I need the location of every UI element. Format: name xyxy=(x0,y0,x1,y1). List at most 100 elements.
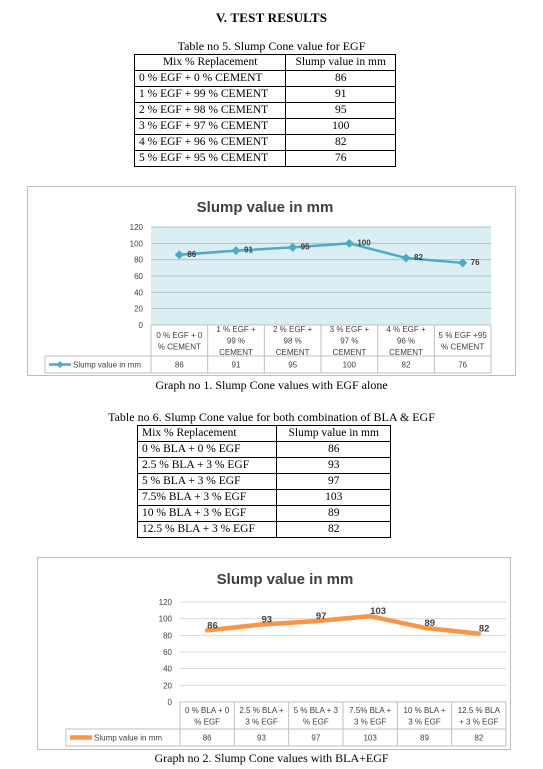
data-label: 93 xyxy=(262,615,273,626)
y-tick-label: 0 xyxy=(168,698,173,707)
data-label: 82 xyxy=(414,253,423,262)
table1: Mix % Replacement Slump value in mm 0 % … xyxy=(133,54,396,167)
y-tick-label: 120 xyxy=(159,598,173,607)
table-row: 4 % EGF + 96 % CEMENT 82 xyxy=(133,134,396,151)
table-row: 3 % EGF + 97 % CEMENT 100 xyxy=(133,118,396,135)
x-category-label: 7.5% BLA +3 % EGF xyxy=(349,706,391,727)
x-category-label: 0 % EGF + 0% CEMENT xyxy=(156,331,203,352)
slump-cell: 95 xyxy=(285,102,396,119)
table-value: 93 xyxy=(257,734,266,743)
series-line xyxy=(204,613,482,636)
table-row: 0 % BLA + 0 % EGF 86 xyxy=(136,441,391,458)
y-tick-label: 40 xyxy=(134,288,143,297)
data-label: 100 xyxy=(357,238,371,247)
x-category-label: 12.5 % BLA + 3 % EGF xyxy=(458,706,501,727)
y-tick-label: 120 xyxy=(130,223,144,232)
data-label: 86 xyxy=(187,250,196,259)
table-row: 5 % BLA + 3 % EGF 97 xyxy=(136,473,391,490)
data-point xyxy=(231,246,241,256)
data-point xyxy=(174,250,184,260)
data-point xyxy=(344,238,354,248)
graph1-caption: Graph no 1. Slump Cone values with EGF a… xyxy=(155,378,388,392)
table-value: 89 xyxy=(420,734,429,743)
table2-header-slump: Slump value in mm xyxy=(276,425,391,442)
table-row: 7.5% BLA + 3 % EGF 103 xyxy=(136,489,391,506)
y-tick-label: 20 xyxy=(163,681,172,690)
data-label: 76 xyxy=(471,258,480,267)
slump-cell: 86 xyxy=(285,70,396,87)
table-value: 97 xyxy=(311,734,320,743)
data-label: 103 xyxy=(370,606,386,617)
legend-series-name: Slump value in mm xyxy=(73,361,141,370)
x-category-label: 1 % EGF +99 % CEMENT xyxy=(216,325,256,357)
x-category-label: 5 % BLA + 3% EGF xyxy=(294,706,339,727)
table1-header-mix: Mix % Replacement xyxy=(133,54,287,71)
slump-cell: 103 xyxy=(276,489,391,506)
graph2-caption: Graph no 2. Slump Cone values with BLA+E… xyxy=(154,751,389,765)
mix-cell: 3 % EGF + 97 % CEMENT xyxy=(133,118,287,135)
table-value: 76 xyxy=(458,361,467,370)
data-label: 89 xyxy=(425,618,436,629)
slump-cell: 97 xyxy=(276,473,391,490)
table2-header-row: Mix % Replacement Slump value in mm xyxy=(136,425,391,442)
data-label: 97 xyxy=(316,611,327,622)
table-value: 95 xyxy=(288,361,297,370)
y-tick-label: 80 xyxy=(134,256,143,265)
graph1-svg: Slump value in mm 0 20 40 60 80 100 120 0 % EGF … xyxy=(44,199,492,374)
mix-cell: 2 % EGF + 98 % CEMENT xyxy=(133,102,287,119)
data-label: 95 xyxy=(301,242,310,251)
mix-cell: 7.5% BLA + 3 % EGF xyxy=(136,489,278,506)
data-point xyxy=(288,242,298,252)
y-tick-label: 60 xyxy=(134,272,143,281)
mix-cell: 4 % EGF + 96 % CEMENT xyxy=(133,134,287,151)
data-point xyxy=(458,258,468,268)
data-label: 86 xyxy=(207,620,218,631)
mix-cell: 5 % BLA + 3 % EGF xyxy=(136,473,278,490)
y-tick-label: 100 xyxy=(130,239,144,248)
slump-cell: 93 xyxy=(276,457,391,474)
slump-cell: 82 xyxy=(276,521,391,538)
table-row: 5 % EGF + 95 % CEMENT 76 xyxy=(133,150,396,167)
y-tick-label: 20 xyxy=(134,305,143,314)
slump-cell: 86 xyxy=(276,441,391,458)
y-tick-label: 80 xyxy=(163,631,172,640)
table-row: 10 % BLA + 3 % EGF 89 xyxy=(136,505,391,522)
data-label: 82 xyxy=(479,624,490,635)
mix-cell: 0 % EGF + 0 % CEMENT xyxy=(133,70,287,87)
slump-cell: 91 xyxy=(285,86,396,103)
table-row: 12.5 % BLA + 3 % EGF 82 xyxy=(136,521,391,538)
mix-cell: 12.5 % BLA + 3 % EGF xyxy=(136,521,278,538)
x-category-label: 10 % BLA +3 % EGF xyxy=(403,706,445,727)
x-category-label: 4 % EGF +96 % CEMENT xyxy=(386,325,426,357)
mix-cell: 1 % EGF + 99 % CEMENT xyxy=(133,86,287,103)
table-row: 2 % EGF + 98 % CEMENT 95 xyxy=(133,102,396,119)
mix-cell: 2.5 % BLA + 3 % EGF xyxy=(136,457,278,474)
x-category-label: 2.5 % BLA +3 % EGF xyxy=(239,706,284,727)
table-value: 86 xyxy=(203,734,212,743)
slump-cell: 89 xyxy=(276,505,391,522)
x-category-label: 5 % EGF +95% CEMENT xyxy=(439,331,488,352)
table-value: 82 xyxy=(402,361,411,370)
table2-caption: Table no 6. Slump Cone value for both co… xyxy=(108,410,435,424)
table1-header-row: Mix % Replacement Slump value in mm xyxy=(133,54,396,71)
x-category-label: 0 % BLA + 0% EGF xyxy=(185,706,230,727)
mix-cell: 0 % BLA + 0 % EGF xyxy=(136,441,278,458)
y-tick-label: 40 xyxy=(163,665,172,674)
y-tick-label: 0 xyxy=(139,321,144,330)
x-category-label: 3 % EGF +97 % CEMENT xyxy=(330,325,370,357)
table1-header-slump: Slump value in mm xyxy=(285,54,396,71)
table-value: 82 xyxy=(474,734,483,743)
table-row: 1 % EGF + 99 % CEMENT 91 xyxy=(133,86,396,103)
data-point xyxy=(401,253,411,263)
table-row: 0 % EGF + 0 % CEMENT 86 xyxy=(133,70,396,87)
table-row: 2.5 % BLA + 3 % EGF 93 xyxy=(136,457,391,474)
y-tick-label: 100 xyxy=(159,615,173,624)
graph2-chart: Slump value in mm 0 20 40 60 80 100 120 0 % BLA … xyxy=(37,557,511,750)
table-value: 103 xyxy=(363,734,377,743)
slump-cell: 82 xyxy=(285,134,396,151)
chart-title: Slump value in mm xyxy=(217,571,354,588)
table2: Mix % Replacement Slump value in mm 0 % … xyxy=(136,425,391,538)
mix-cell: 10 % BLA + 3 % EGF xyxy=(136,505,278,522)
graph2-svg: Slump value in mm 0 20 40 60 80 100 120 0 % BLA … xyxy=(65,571,507,747)
table2-header-mix: Mix % Replacement xyxy=(136,425,278,442)
